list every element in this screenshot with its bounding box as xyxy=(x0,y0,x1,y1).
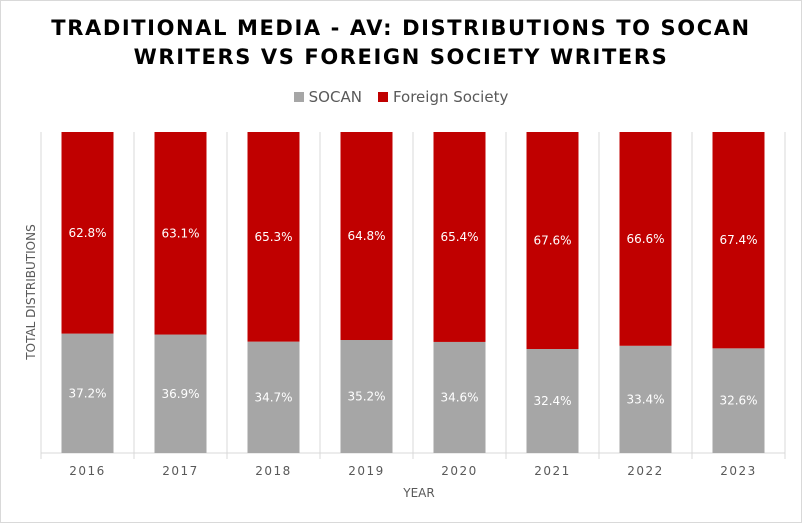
chart-title-line-1: TRADITIONAL MEDIA - AV: DISTRIBUTIONS TO… xyxy=(51,16,751,40)
bar-foreign-society xyxy=(433,132,486,342)
bar-foreign-society xyxy=(154,132,207,335)
legend-label-socan: SOCAN xyxy=(308,88,362,106)
data-label-socan: 34.6% xyxy=(440,390,478,404)
bar-foreign-society xyxy=(619,132,672,346)
bar-foreign-society xyxy=(340,132,393,341)
data-label-foreign-society: 65.3% xyxy=(254,230,292,244)
legend-item-socan: SOCAN xyxy=(293,88,362,106)
legend-swatch-socan xyxy=(293,92,304,102)
data-label-socan: 32.4% xyxy=(533,394,571,408)
legend-item-foreign-society: Foreign Society xyxy=(377,88,509,106)
chart-legend: SOCAN Foreign Society xyxy=(0,88,802,106)
data-label-foreign-society: 63.1% xyxy=(161,226,199,240)
data-label-foreign-society: 65.4% xyxy=(440,230,478,244)
data-label-foreign-society: 67.6% xyxy=(533,233,571,247)
bar-socan xyxy=(526,348,579,453)
chart-title-line-2: WRITERS VS FOREIGN SOCIETY WRITERS xyxy=(133,45,669,69)
x-tick-label: 2018 xyxy=(255,464,292,478)
x-axis-title: YEAR xyxy=(402,486,434,500)
y-axis-title: TOTAL DISTRIBUTIONS xyxy=(24,224,38,360)
bar-socan xyxy=(61,333,114,453)
bar-foreign-society xyxy=(247,132,300,342)
bar-socan xyxy=(619,345,672,453)
data-label-foreign-society: 66.6% xyxy=(626,232,664,246)
data-label-socan: 36.9% xyxy=(161,387,199,401)
legend-label-foreign-society: Foreign Society xyxy=(392,88,509,106)
bar-socan xyxy=(154,334,207,453)
legend-swatch-foreign-society xyxy=(377,92,388,102)
bar-socan xyxy=(340,340,393,453)
x-tick-label: 2019 xyxy=(348,464,385,478)
bar-foreign-society xyxy=(61,132,114,334)
x-tick-label: 2023 xyxy=(720,464,757,478)
x-tick-label: 2017 xyxy=(162,464,199,478)
bar-socan xyxy=(433,341,486,453)
bar-socan xyxy=(712,348,765,453)
chart-title: TRADITIONAL MEDIA - AV: DISTRIBUTIONS TO… xyxy=(0,14,802,72)
bar-foreign-society xyxy=(526,132,579,349)
data-label-foreign-society: 67.4% xyxy=(719,233,757,247)
x-tick-label: 2022 xyxy=(627,464,664,478)
bar-foreign-society xyxy=(712,132,765,349)
data-label-socan: 34.7% xyxy=(254,390,292,404)
x-tick-label: 2021 xyxy=(534,464,571,478)
data-label-socan: 32.6% xyxy=(719,394,757,408)
bar-socan xyxy=(247,341,300,453)
data-label-socan: 33.4% xyxy=(626,392,664,406)
data-label-socan: 35.2% xyxy=(347,390,385,404)
x-tick-label: 2020 xyxy=(441,464,478,478)
x-tick-label: 2016 xyxy=(69,464,106,478)
data-label-socan: 37.2% xyxy=(68,386,106,400)
data-label-foreign-society: 64.8% xyxy=(347,229,385,243)
data-label-foreign-society: 62.8% xyxy=(68,226,106,240)
